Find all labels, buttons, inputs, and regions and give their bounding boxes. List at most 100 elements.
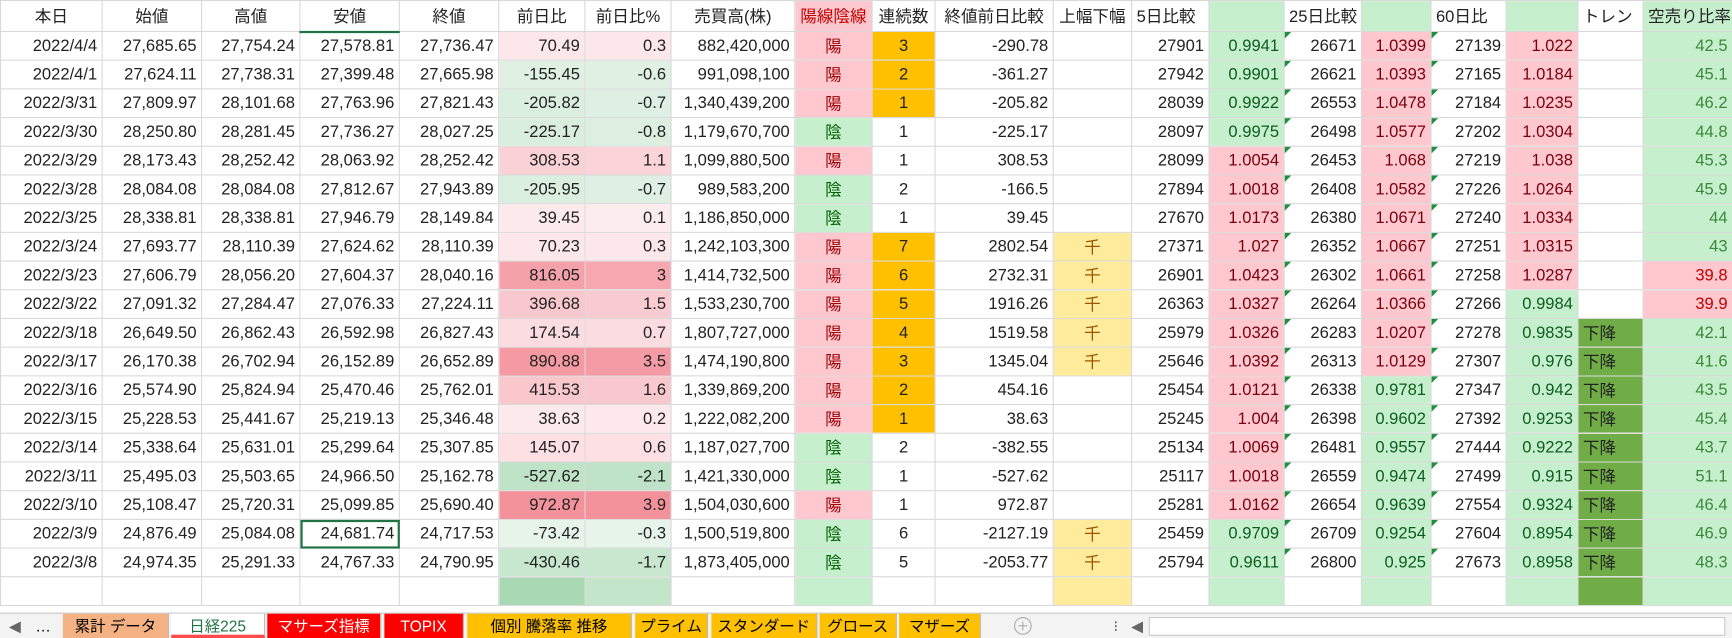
splitter[interactable]: ⁝ bbox=[1113, 617, 1119, 635]
cell[interactable]: 下降 bbox=[1577, 317, 1644, 348]
cell[interactable]: 0.9222 bbox=[1505, 432, 1579, 463]
cell[interactable]: 2022/3/24 bbox=[0, 231, 103, 262]
cell[interactable]: 5 bbox=[871, 289, 936, 320]
cell[interactable]: 39.45 bbox=[934, 203, 1054, 233]
cell[interactable]: 27307 bbox=[1430, 346, 1507, 377]
cell[interactable]: 1.0264 bbox=[1505, 174, 1579, 205]
cell[interactable]: 1,807,727,000 bbox=[670, 317, 796, 348]
cell[interactable]: 1,179,670,700 bbox=[670, 117, 796, 147]
cell[interactable]: 0.9975 bbox=[1208, 117, 1285, 147]
cell[interactable]: 2 bbox=[871, 375, 936, 406]
cell[interactable]: 1.0207 bbox=[1360, 317, 1432, 348]
cell[interactable]: 1,500,519,800 bbox=[670, 518, 796, 549]
cell[interactable]: 陽 bbox=[794, 231, 873, 262]
cell[interactable]: 26,152.89 bbox=[299, 346, 400, 377]
cell[interactable]: 1 bbox=[871, 88, 936, 119]
cell[interactable]: 下降 bbox=[1577, 346, 1644, 377]
cell[interactable]: 25,470.46 bbox=[299, 375, 400, 406]
cell[interactable]: 1.022 bbox=[1505, 30, 1579, 61]
cell[interactable]: 0.942 bbox=[1505, 375, 1579, 406]
cell[interactable]: 1.0315 bbox=[1505, 231, 1579, 262]
cell[interactable]: 26553 bbox=[1283, 88, 1362, 119]
cell[interactable]: 27165 bbox=[1430, 59, 1507, 90]
cell[interactable]: 1,099,880,500 bbox=[670, 145, 796, 176]
cell[interactable]: 千 bbox=[1052, 260, 1133, 291]
cell[interactable]: 25459 bbox=[1131, 518, 1210, 549]
cell[interactable]: 43.5 bbox=[1642, 375, 1732, 406]
cell[interactable]: 27,578.81 bbox=[299, 30, 400, 61]
cell[interactable] bbox=[1577, 260, 1644, 291]
cell[interactable]: 1.0667 bbox=[1360, 231, 1432, 262]
cell[interactable]: 28,173.43 bbox=[101, 145, 203, 176]
cell[interactable]: 25,495.03 bbox=[101, 461, 203, 492]
cell[interactable]: 5 bbox=[871, 547, 936, 578]
cell[interactable]: 2022/3/30 bbox=[0, 117, 103, 147]
cell[interactable]: 陽 bbox=[794, 490, 873, 520]
column-header[interactable]: 25日比較 bbox=[1283, 0, 1362, 33]
cell[interactable]: 2 bbox=[871, 59, 936, 90]
cell[interactable]: 千 bbox=[1052, 547, 1133, 578]
cell[interactable]: -382.55 bbox=[934, 432, 1054, 463]
cell[interactable]: 1.0577 bbox=[1360, 117, 1432, 147]
cell[interactable]: 陰 bbox=[794, 518, 873, 549]
cell[interactable]: 27,091.32 bbox=[101, 289, 203, 320]
cell[interactable]: 陰 bbox=[794, 547, 873, 578]
cell[interactable]: 25,162.78 bbox=[398, 461, 500, 492]
cell[interactable] bbox=[1577, 117, 1644, 147]
cell[interactable]: 27266 bbox=[1430, 289, 1507, 320]
column-header[interactable]: 60日比 bbox=[1430, 0, 1507, 33]
cell[interactable]: 1,340,439,200 bbox=[670, 88, 796, 119]
column-header[interactable]: 本日 bbox=[0, 0, 103, 33]
cell[interactable] bbox=[201, 576, 301, 606]
cell[interactable]: 26302 bbox=[1283, 260, 1362, 291]
cell[interactable]: 26671 bbox=[1283, 30, 1362, 61]
cell[interactable]: 1.0327 bbox=[1208, 289, 1285, 320]
column-header[interactable]: 売買高(株) bbox=[670, 0, 796, 33]
cell[interactable]: 陽 bbox=[794, 346, 873, 377]
cell[interactable]: 1.0235 bbox=[1505, 88, 1579, 119]
cell[interactable]: 26559 bbox=[1283, 461, 1362, 492]
cell[interactable]: 0.9602 bbox=[1360, 403, 1432, 434]
cell[interactable]: 39.9 bbox=[1642, 289, 1732, 320]
sheet-tab[interactable]: マサーズ指標 bbox=[267, 613, 382, 638]
cell[interactable]: 26398 bbox=[1283, 403, 1362, 434]
column-header[interactable]: 終値 bbox=[398, 0, 500, 33]
cell[interactable]: 25,346.48 bbox=[398, 403, 500, 434]
column-header[interactable]: 終値前日比較 bbox=[934, 0, 1054, 33]
cell[interactable] bbox=[1052, 432, 1133, 463]
column-header[interactable]: 高値 bbox=[201, 0, 301, 33]
cell[interactable]: 44 bbox=[1642, 203, 1732, 233]
cell[interactable]: 0.8954 bbox=[1505, 518, 1579, 549]
cell[interactable]: 27,809.97 bbox=[101, 88, 203, 119]
add-sheet-button[interactable] bbox=[1012, 616, 1034, 636]
cell[interactable]: -225.17 bbox=[498, 117, 586, 147]
cell[interactable]: 3 bbox=[584, 260, 672, 291]
cell[interactable]: 43 bbox=[1642, 231, 1732, 262]
cell[interactable]: -0.7 bbox=[584, 88, 672, 119]
more-tabs[interactable]: … bbox=[35, 617, 51, 635]
cell[interactable]: 415.53 bbox=[498, 375, 586, 406]
column-header[interactable]: 上幅下幅 bbox=[1052, 0, 1133, 33]
cell[interactable]: 45.3 bbox=[1642, 145, 1732, 176]
cell[interactable]: 991,098,100 bbox=[670, 59, 796, 90]
cell[interactable]: 24,790.95 bbox=[398, 547, 500, 578]
cell[interactable]: 28,110.39 bbox=[201, 231, 301, 262]
cell[interactable] bbox=[871, 576, 936, 606]
cell[interactable]: 1.1 bbox=[584, 145, 672, 176]
cell[interactable]: 28039 bbox=[1131, 88, 1210, 119]
cell[interactable]: 27,685.65 bbox=[101, 30, 203, 61]
cell[interactable]: -225.17 bbox=[934, 117, 1054, 147]
cell[interactable]: 25,228.53 bbox=[101, 403, 203, 434]
cell[interactable]: 25,307.85 bbox=[398, 432, 500, 463]
cell[interactable]: 2732.31 bbox=[934, 260, 1054, 291]
cell[interactable]: 308.53 bbox=[934, 145, 1054, 176]
cell[interactable]: 27604 bbox=[1430, 518, 1507, 549]
cell[interactable]: 26709 bbox=[1283, 518, 1362, 549]
cell[interactable]: 1 bbox=[871, 203, 936, 233]
cell[interactable]: 0.9253 bbox=[1505, 403, 1579, 434]
cell[interactable]: 25646 bbox=[1131, 346, 1210, 377]
cell[interactable]: 0.3 bbox=[584, 231, 672, 262]
cell[interactable] bbox=[1577, 59, 1644, 90]
cell[interactable]: 25,690.40 bbox=[398, 490, 500, 520]
cell[interactable] bbox=[670, 576, 796, 606]
